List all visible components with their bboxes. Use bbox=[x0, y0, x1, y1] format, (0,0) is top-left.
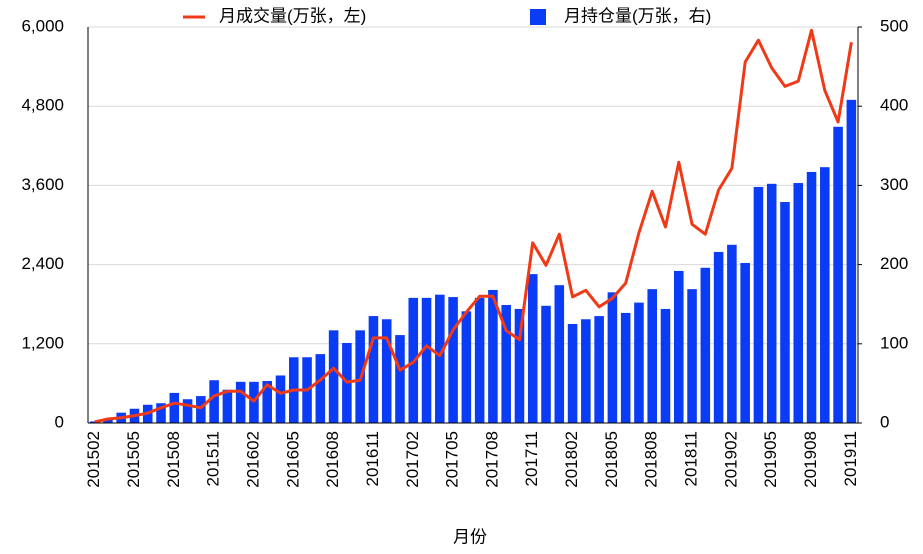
y-tick-label: 2,400 bbox=[21, 254, 64, 273]
bar bbox=[581, 319, 591, 423]
bar bbox=[713, 251, 724, 423]
bar bbox=[753, 186, 764, 423]
bar bbox=[89, 421, 100, 423]
bar bbox=[660, 308, 671, 423]
bar bbox=[262, 381, 273, 423]
bar bbox=[727, 244, 737, 423]
bar bbox=[806, 171, 817, 423]
y-tick-label: 6,000 bbox=[21, 16, 64, 35]
bar bbox=[381, 319, 392, 423]
bar bbox=[488, 289, 498, 423]
x-tick-label: 201508 bbox=[164, 431, 183, 488]
bar bbox=[527, 274, 538, 423]
x-tick-label: 201808 bbox=[642, 431, 661, 488]
legend-label: 月持仓量(万张，右) bbox=[564, 6, 711, 25]
x-tick-label: 201708 bbox=[482, 431, 501, 488]
bar bbox=[103, 419, 113, 423]
bar bbox=[820, 167, 830, 423]
x-tick-label: 201802 bbox=[562, 431, 581, 488]
x-tick-label: 201608 bbox=[323, 431, 342, 488]
y2-tick-label: 100 bbox=[880, 333, 908, 352]
bar bbox=[315, 354, 326, 423]
bar bbox=[474, 297, 485, 423]
y2-tick-label: 200 bbox=[880, 254, 908, 273]
bar bbox=[780, 202, 790, 423]
bar bbox=[607, 292, 618, 423]
bar bbox=[501, 304, 511, 423]
y-tick-label: 4,800 bbox=[21, 96, 64, 115]
x-tick-label: 201511 bbox=[204, 431, 223, 486]
bar bbox=[182, 399, 193, 423]
bar bbox=[673, 270, 684, 423]
bar bbox=[169, 392, 180, 423]
x-tick-label: 201605 bbox=[283, 431, 302, 488]
bar bbox=[620, 312, 631, 423]
bar bbox=[275, 375, 286, 423]
bar bbox=[634, 302, 644, 423]
bar bbox=[766, 183, 777, 423]
y2-tick-label: 400 bbox=[880, 96, 908, 115]
bar bbox=[222, 389, 233, 423]
bar bbox=[514, 308, 525, 423]
bar bbox=[687, 289, 697, 423]
bar bbox=[235, 381, 246, 423]
bar bbox=[700, 267, 711, 423]
bar bbox=[793, 183, 804, 423]
y-tick-label: 0 bbox=[55, 412, 64, 431]
bar bbox=[833, 126, 843, 424]
x-tick-label: 201502 bbox=[84, 431, 103, 488]
x-tick-label: 201711 bbox=[522, 431, 541, 486]
bar bbox=[368, 316, 379, 423]
y2-tick-label: 300 bbox=[880, 175, 908, 194]
bar bbox=[209, 380, 219, 423]
bar bbox=[461, 311, 472, 423]
y-tick-label: 3,600 bbox=[21, 175, 64, 194]
x-tick-label: 201911 bbox=[841, 431, 860, 486]
line bbox=[94, 28, 853, 424]
x-tick-label: 201505 bbox=[124, 431, 143, 488]
bar bbox=[554, 285, 565, 423]
bar bbox=[740, 263, 750, 423]
bar bbox=[846, 99, 857, 423]
y-tick-label: 1,200 bbox=[21, 333, 64, 352]
bar bbox=[328, 330, 339, 423]
bar bbox=[421, 297, 432, 423]
x-tick-label: 201611 bbox=[363, 431, 382, 486]
x-tick-label: 201811 bbox=[682, 431, 701, 486]
bar bbox=[541, 305, 551, 423]
x-tick-label: 201902 bbox=[721, 431, 740, 488]
bar bbox=[196, 396, 206, 423]
x-tick-label: 201602 bbox=[243, 431, 262, 488]
y2-tick-label: 0 bbox=[880, 412, 889, 431]
bar bbox=[156, 403, 166, 423]
bar bbox=[395, 335, 405, 423]
x-tick-label: 201702 bbox=[403, 431, 422, 488]
x-tick-label: 201905 bbox=[761, 431, 780, 488]
bar bbox=[594, 316, 604, 423]
bar bbox=[435, 294, 445, 423]
y2-tick-label: 500 bbox=[880, 16, 908, 35]
bar bbox=[448, 297, 458, 423]
x-tick-label: 201705 bbox=[443, 431, 462, 488]
x-tick-label: 201805 bbox=[602, 431, 621, 488]
bar bbox=[567, 324, 578, 423]
legend-swatch bbox=[530, 9, 546, 25]
x-tick-label: 201908 bbox=[801, 431, 820, 488]
bar bbox=[647, 289, 658, 423]
legend-label: 月成交量(万张，左) bbox=[219, 6, 366, 25]
x-axis-label: 月份 bbox=[453, 527, 487, 546]
